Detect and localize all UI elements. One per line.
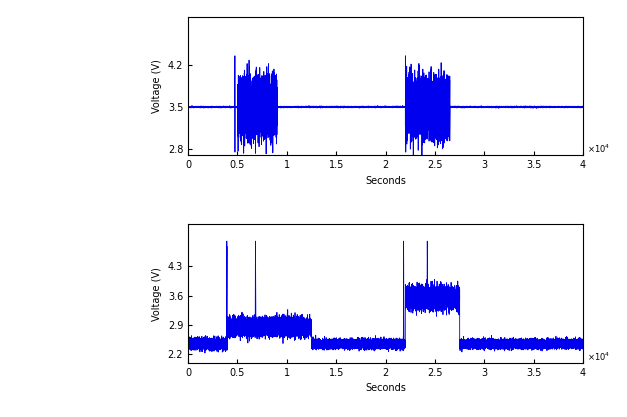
Text: $\times10^{4}$: $\times10^{4}$ bbox=[587, 350, 610, 363]
X-axis label: Seconds: Seconds bbox=[365, 383, 406, 393]
Text: $\times10^{4}$: $\times10^{4}$ bbox=[587, 143, 610, 155]
X-axis label: Seconds: Seconds bbox=[365, 176, 406, 186]
Y-axis label: Voltage (V): Voltage (V) bbox=[152, 59, 162, 113]
Y-axis label: Voltage (V): Voltage (V) bbox=[152, 266, 162, 321]
